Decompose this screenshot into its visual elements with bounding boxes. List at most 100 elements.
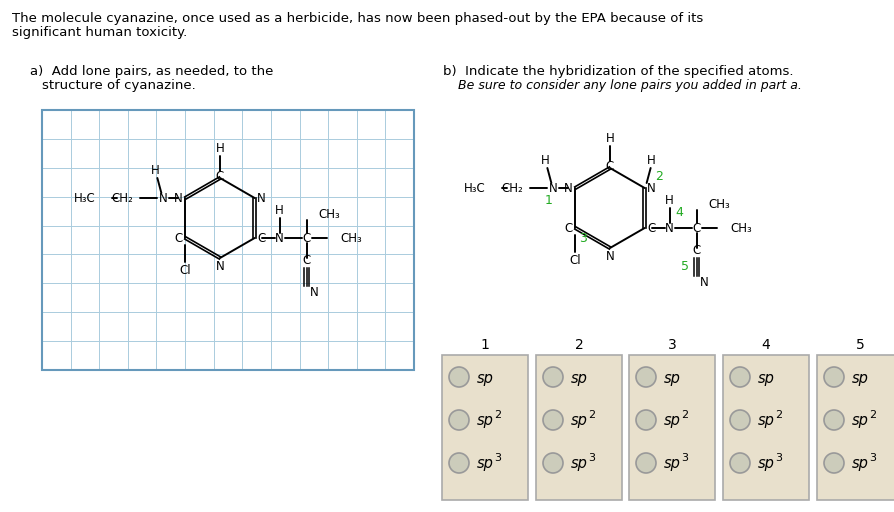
Text: H: H	[275, 204, 283, 218]
Circle shape	[730, 453, 749, 473]
Text: H: H	[151, 164, 159, 178]
Bar	[42, 110, 414, 370]
Text: 4: 4	[675, 206, 683, 220]
Text: 4: 4	[761, 338, 770, 352]
Text: 3: 3	[774, 453, 781, 463]
Bar	[536, 355, 621, 500]
Text: 3: 3	[868, 453, 875, 463]
Text: 5: 5	[679, 260, 687, 272]
Text: C: C	[302, 254, 310, 267]
Text: H: H	[215, 142, 224, 156]
Text: 2: 2	[654, 169, 662, 182]
Text: C: C	[302, 231, 310, 245]
Text: structure of cyanazine.: structure of cyanazine.	[42, 79, 196, 92]
Text: significant human toxicity.: significant human toxicity.	[12, 26, 187, 39]
Text: CH₂: CH₂	[501, 181, 523, 195]
Text: 3: 3	[667, 338, 676, 352]
Bar	[628, 355, 714, 500]
Circle shape	[823, 367, 843, 387]
Text: 2: 2	[574, 338, 583, 352]
Text: The molecule cyanazine, once used as a herbicide, has now been phased-out by the: The molecule cyanazine, once used as a h…	[12, 12, 703, 25]
Text: 3: 3	[578, 231, 586, 245]
Text: sp: sp	[570, 371, 587, 386]
Text: sp: sp	[663, 414, 680, 429]
Text: sp: sp	[757, 414, 774, 429]
Text: 3: 3	[587, 453, 595, 463]
Text: C: C	[646, 222, 655, 234]
Text: N: N	[548, 181, 557, 195]
Text: sp: sp	[477, 371, 493, 386]
Text: CH₃: CH₃	[318, 207, 340, 221]
Text: a)  Add lone pairs, as needed, to the: a) Add lone pairs, as needed, to the	[30, 65, 273, 78]
Circle shape	[730, 367, 749, 387]
Circle shape	[543, 410, 562, 430]
Circle shape	[636, 453, 655, 473]
Text: sp: sp	[570, 414, 587, 429]
Text: CH₃: CH₃	[730, 222, 752, 234]
Text: C: C	[174, 231, 182, 245]
Circle shape	[449, 453, 468, 473]
Bar	[442, 355, 527, 500]
Text: sp: sp	[477, 457, 493, 472]
Text: Cl: Cl	[180, 264, 191, 276]
Text: sp: sp	[851, 457, 868, 472]
Text: sp: sp	[570, 457, 587, 472]
Text: N: N	[310, 287, 318, 300]
Text: 3: 3	[680, 453, 687, 463]
Text: C: C	[605, 160, 613, 174]
Text: N: N	[646, 181, 655, 195]
Text: C: C	[257, 231, 266, 245]
Text: H₃C: H₃C	[73, 191, 96, 204]
Circle shape	[543, 367, 562, 387]
Circle shape	[449, 367, 468, 387]
Bar	[722, 355, 808, 500]
Circle shape	[730, 410, 749, 430]
Text: H₃C: H₃C	[463, 181, 485, 195]
Circle shape	[823, 410, 843, 430]
Text: N: N	[605, 249, 613, 263]
Text: H: H	[646, 155, 655, 167]
Text: 2: 2	[493, 410, 501, 420]
Text: 1: 1	[480, 338, 489, 352]
Text: H: H	[605, 133, 613, 145]
Text: sp: sp	[851, 371, 868, 386]
Text: sp: sp	[757, 371, 774, 386]
Text: sp: sp	[477, 414, 493, 429]
Bar	[816, 355, 894, 500]
Text: C: C	[215, 170, 224, 183]
Text: H: H	[540, 155, 549, 167]
Text: N: N	[257, 191, 266, 204]
Circle shape	[543, 453, 562, 473]
Text: N: N	[159, 191, 167, 204]
Text: 2: 2	[868, 410, 875, 420]
Text: sp: sp	[663, 457, 680, 472]
Text: C: C	[692, 245, 700, 258]
Text: 1: 1	[544, 195, 552, 207]
Text: CH₃: CH₃	[708, 198, 730, 210]
Bar	[42, 110, 414, 370]
Text: N: N	[664, 222, 673, 234]
Text: N: N	[563, 181, 572, 195]
Text: sp: sp	[757, 457, 774, 472]
Circle shape	[449, 410, 468, 430]
Text: N: N	[215, 260, 224, 272]
Text: C: C	[563, 222, 572, 234]
Text: CH₃: CH₃	[341, 231, 362, 245]
Text: C: C	[692, 222, 700, 234]
Text: 5: 5	[855, 338, 864, 352]
Text: sp: sp	[851, 414, 868, 429]
Circle shape	[636, 367, 655, 387]
Text: 2: 2	[587, 410, 595, 420]
Text: 3: 3	[493, 453, 501, 463]
Circle shape	[823, 453, 843, 473]
Text: Be sure to consider any lone pairs you added in part a.: Be sure to consider any lone pairs you a…	[458, 79, 801, 92]
Text: H: H	[664, 195, 673, 207]
Text: Cl: Cl	[569, 253, 580, 267]
Text: N: N	[699, 276, 708, 289]
Text: sp: sp	[663, 371, 680, 386]
Text: b)  Indicate the hybridization of the specified atoms.: b) Indicate the hybridization of the spe…	[443, 65, 793, 78]
Text: 2: 2	[680, 410, 687, 420]
Text: N: N	[275, 231, 283, 245]
Text: N: N	[173, 191, 182, 204]
Circle shape	[636, 410, 655, 430]
